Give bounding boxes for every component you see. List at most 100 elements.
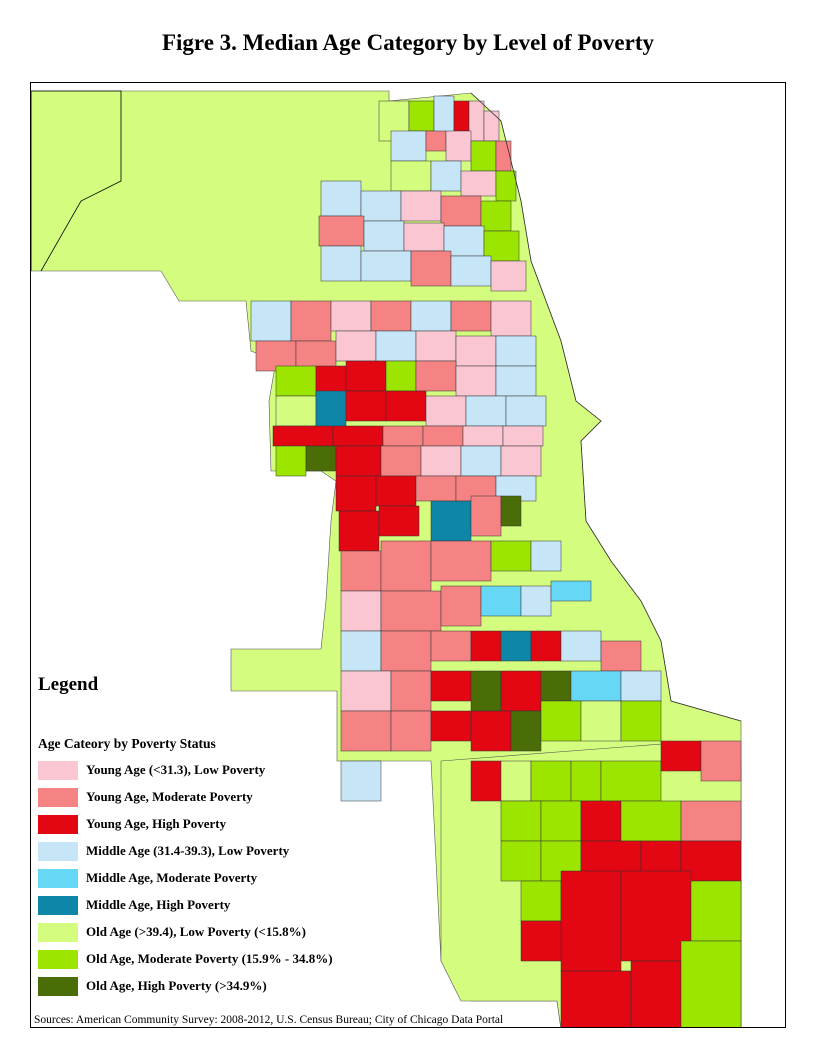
census-tract bbox=[550, 580, 592, 602]
census-tract bbox=[483, 110, 500, 142]
legend-item-middle-high: Middle Age, High Poverty bbox=[38, 895, 230, 915]
census-tract bbox=[390, 160, 432, 192]
census-tract bbox=[440, 585, 482, 627]
map-title: Figre 3. Median Age Category by Level of… bbox=[161, 30, 655, 55]
legend-heading: Legend bbox=[38, 674, 99, 695]
legend-item-middle-moderate: Middle Age, Moderate Poverty bbox=[38, 868, 257, 888]
census-tract bbox=[680, 800, 742, 842]
census-tract bbox=[345, 360, 387, 392]
census-tract bbox=[385, 360, 417, 392]
census-tract bbox=[510, 710, 542, 752]
census-tract bbox=[495, 365, 537, 397]
census-tract bbox=[390, 670, 432, 712]
census-tract bbox=[338, 510, 380, 552]
census-tract bbox=[660, 740, 702, 772]
legend-swatch bbox=[38, 760, 78, 780]
census-tract bbox=[465, 395, 507, 427]
census-tract bbox=[620, 800, 682, 842]
legend-swatch bbox=[38, 949, 78, 969]
census-tract bbox=[490, 540, 532, 572]
census-tract bbox=[530, 540, 562, 572]
census-tract bbox=[502, 425, 544, 447]
census-tract bbox=[462, 425, 504, 447]
census-tract bbox=[335, 330, 377, 362]
census-tract bbox=[332, 425, 384, 447]
census-tract bbox=[290, 300, 332, 342]
census-tract bbox=[470, 760, 502, 802]
legend-swatch bbox=[38, 787, 78, 807]
legend-swatch bbox=[38, 976, 78, 996]
census-tract bbox=[580, 700, 622, 742]
legend-label: Middle Age, Moderate Poverty bbox=[86, 870, 258, 885]
legend-item-old-high: Old Age, High Poverty (>34.9%) bbox=[38, 976, 267, 996]
legend-label: Young Age (<31.3), Low Poverty bbox=[86, 762, 266, 777]
legend-item-young-high: Young Age, High Poverty bbox=[38, 814, 226, 834]
census-tract bbox=[390, 130, 427, 162]
census-tract bbox=[470, 495, 502, 537]
census-tract bbox=[360, 250, 412, 282]
census-tract bbox=[425, 395, 467, 427]
census-tract bbox=[540, 700, 582, 742]
legend-swatch bbox=[38, 922, 78, 942]
lakeshore-line bbox=[470, 92, 742, 722]
census-tract bbox=[330, 300, 372, 332]
census-tract bbox=[495, 335, 537, 367]
census-tract bbox=[520, 880, 562, 922]
legend-item-middle-low: Middle Age (31.4-39.3), Low Poverty bbox=[38, 841, 289, 861]
legend-swatch bbox=[38, 895, 78, 915]
census-tract bbox=[403, 222, 445, 252]
census-tract bbox=[495, 170, 517, 202]
legend-swatch bbox=[38, 814, 78, 834]
census-tract bbox=[380, 630, 432, 672]
census-tract bbox=[505, 395, 547, 427]
city-border-line bbox=[31, 90, 122, 272]
census-tract bbox=[455, 335, 497, 367]
census-tract bbox=[495, 140, 512, 172]
census-tract bbox=[530, 760, 572, 802]
legend-swatch bbox=[38, 868, 78, 888]
census-tract bbox=[410, 300, 452, 332]
census-tract bbox=[540, 670, 572, 702]
census-tract bbox=[320, 245, 362, 282]
census-tract bbox=[440, 195, 482, 227]
census-tract bbox=[370, 300, 412, 332]
census-tract bbox=[340, 550, 382, 592]
census-tract bbox=[275, 395, 317, 427]
census-tract bbox=[500, 800, 542, 842]
census-tract bbox=[415, 360, 457, 392]
census-tract bbox=[500, 670, 542, 712]
census-tract bbox=[375, 475, 417, 507]
census-tract bbox=[560, 970, 632, 1027]
census-tract bbox=[430, 630, 472, 662]
census-tract bbox=[360, 190, 402, 222]
census-tract bbox=[500, 445, 542, 477]
census-tract bbox=[272, 425, 334, 447]
census-tract bbox=[470, 710, 512, 752]
census-tract bbox=[340, 590, 382, 632]
census-tract bbox=[700, 740, 742, 782]
census-tract bbox=[275, 445, 307, 477]
census-tract bbox=[320, 180, 362, 217]
census-tract bbox=[453, 100, 470, 132]
census-tract bbox=[385, 390, 427, 422]
legend-item-old-low: Old Age (>39.4), Low Poverty (<15.8%) bbox=[38, 922, 306, 942]
census-tract bbox=[415, 330, 457, 362]
census-tract bbox=[480, 200, 512, 232]
census-tract bbox=[500, 495, 522, 527]
census-tract bbox=[382, 425, 424, 447]
census-tract bbox=[570, 760, 602, 802]
legend-label: Middle Age (31.4-39.3), Low Poverty bbox=[86, 843, 290, 858]
census-tract bbox=[430, 710, 472, 742]
census-tract bbox=[420, 445, 462, 477]
census-tract bbox=[345, 390, 387, 422]
census-tract bbox=[380, 590, 442, 632]
chicago-map bbox=[31, 90, 742, 1027]
census-tract bbox=[560, 630, 602, 662]
legend-subheading: Age Cateory by Poverty Status bbox=[38, 736, 216, 751]
census-tract bbox=[433, 95, 455, 137]
census-tract bbox=[500, 760, 532, 802]
census-tract bbox=[340, 670, 392, 712]
census-tract bbox=[340, 710, 392, 752]
census-tract bbox=[690, 880, 742, 942]
census-tract bbox=[375, 330, 417, 362]
